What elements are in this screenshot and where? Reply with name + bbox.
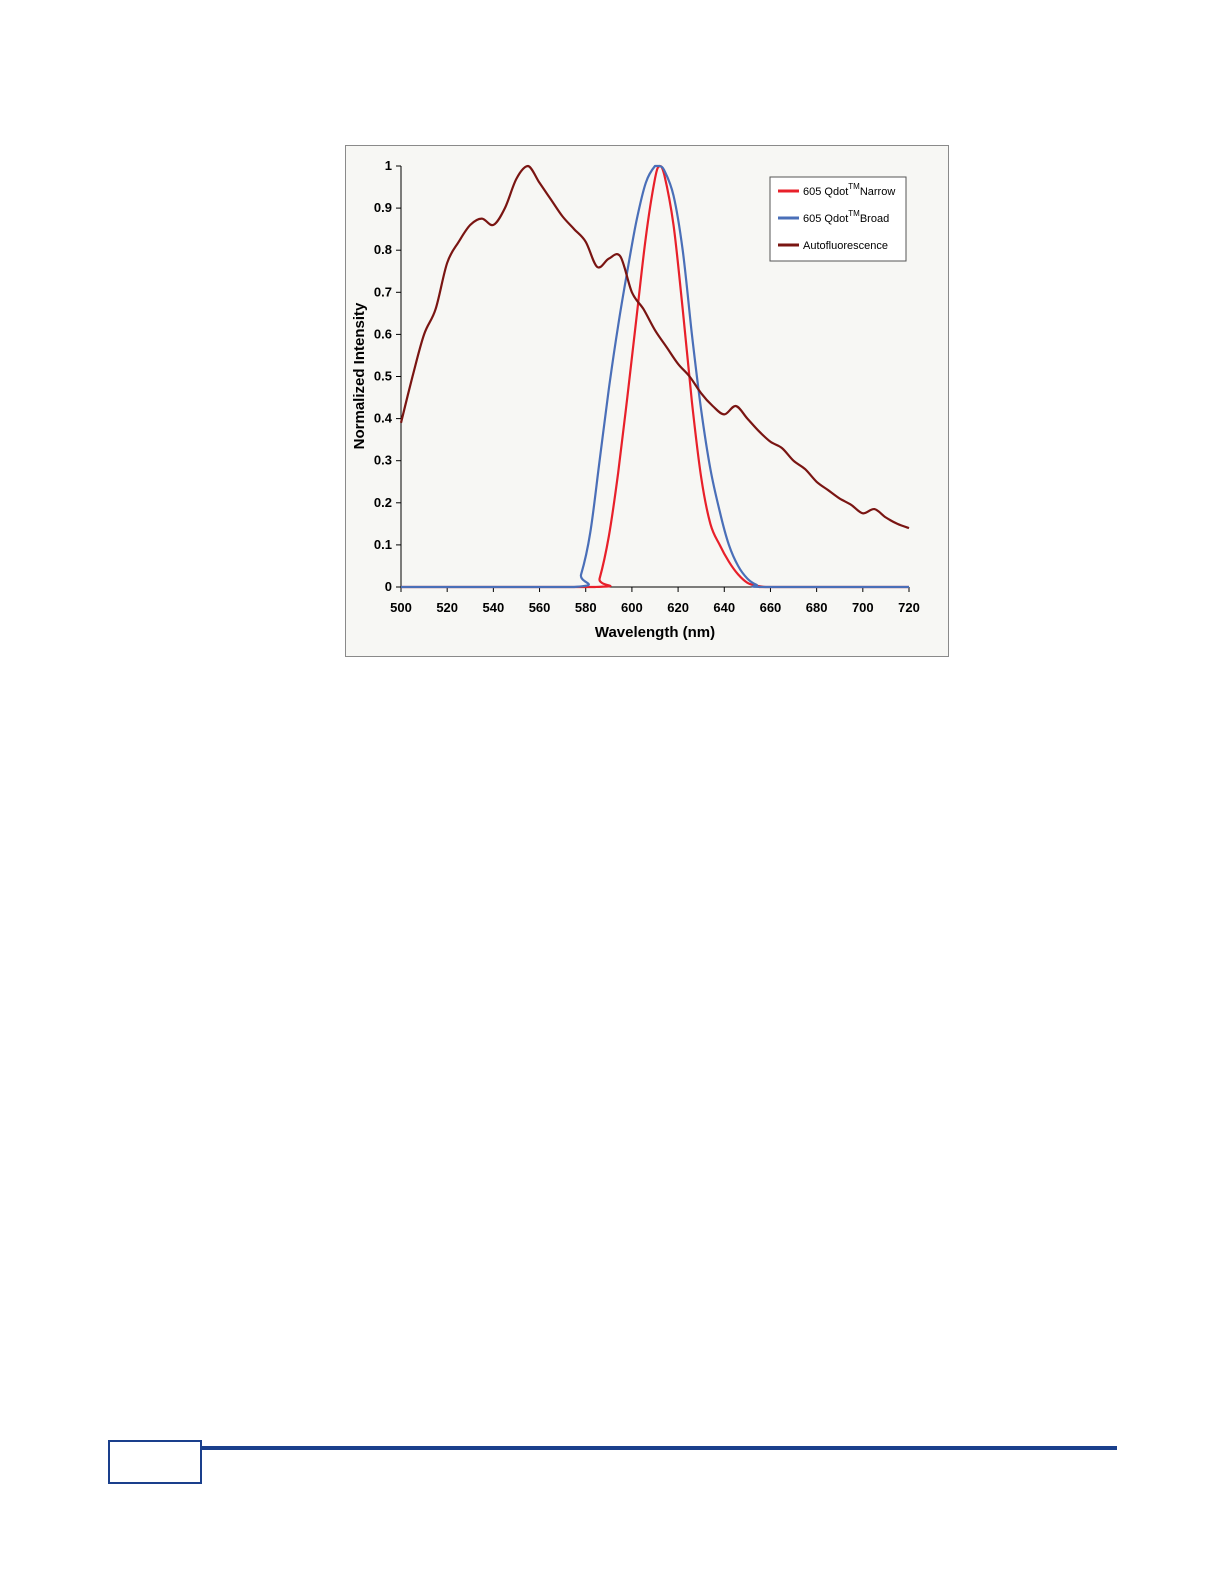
x-tick-label: 540	[483, 600, 505, 615]
y-tick-label: 1	[385, 158, 392, 173]
legend-label-broad: 605 QdotTMBroad	[803, 209, 889, 225]
y-tick-label: 0.6	[374, 326, 392, 341]
x-tick-label: 620	[667, 600, 689, 615]
x-tick-label: 520	[436, 600, 458, 615]
chart-frame: 0 0.1 0.2 0.3 0.4 0.5 0.6 0.7 0.8 0.9 1 500 520 540 5…	[345, 145, 949, 657]
x-tick-label: 500	[390, 600, 412, 615]
x-tick-label: 700	[852, 600, 874, 615]
legend-label-narrow: 605 QdotTMNarrow	[803, 182, 895, 198]
x-tick-label: 600	[621, 600, 643, 615]
x-ticks: 500 520 540 560 580 600 620 640 660 680 700 720	[390, 587, 920, 615]
series-line-autofluorescence	[399, 164, 910, 530]
spectrum-chart: 00.10.20.30.40.50.60.70.80.91 500 520 540 5…	[351, 158, 920, 641]
y-axis-title: Normalized Intensity	[351, 302, 368, 449]
y-tick-label: 0.9	[374, 200, 392, 215]
page-number-box	[108, 1440, 202, 1484]
series-line-qdot-narrow	[401, 164, 909, 589]
series-line-qdot-broad	[401, 164, 909, 589]
y-ticks: 0 0.1 0.2 0.3 0.4 0.5 0.6 0.7 0.8 0.9 1	[374, 158, 401, 594]
y-tick-label: 0.7	[374, 284, 392, 299]
y-tick-label: 0.1	[374, 537, 392, 552]
x-tick-label: 580	[575, 600, 597, 615]
legend: 605 QdotTMNarrow 605 QdotTMBroad Autoflu…	[769, 176, 907, 262]
x-tick-label: 680	[806, 600, 828, 615]
y-tick-label: 0.5	[374, 369, 392, 384]
x-axis-title: Wavelength (nm)	[595, 624, 715, 641]
legend-label-autofluorescence: Autofluorescence	[803, 240, 888, 252]
x-tick-label: 660	[760, 600, 782, 615]
y-tick-label: 0	[385, 579, 392, 594]
y-tick-label: 0.2	[374, 495, 392, 510]
x-tick-label: 560	[529, 600, 551, 615]
y-tick-label: 0.3	[374, 453, 392, 468]
y-tick-label: 0.8	[374, 242, 392, 257]
footer-rule	[200, 1446, 1117, 1450]
x-tick-label: 640	[713, 600, 735, 615]
series-layer	[399, 164, 910, 589]
x-tick-label: 720	[898, 600, 920, 615]
y-tick-label: 0.4	[374, 411, 393, 426]
